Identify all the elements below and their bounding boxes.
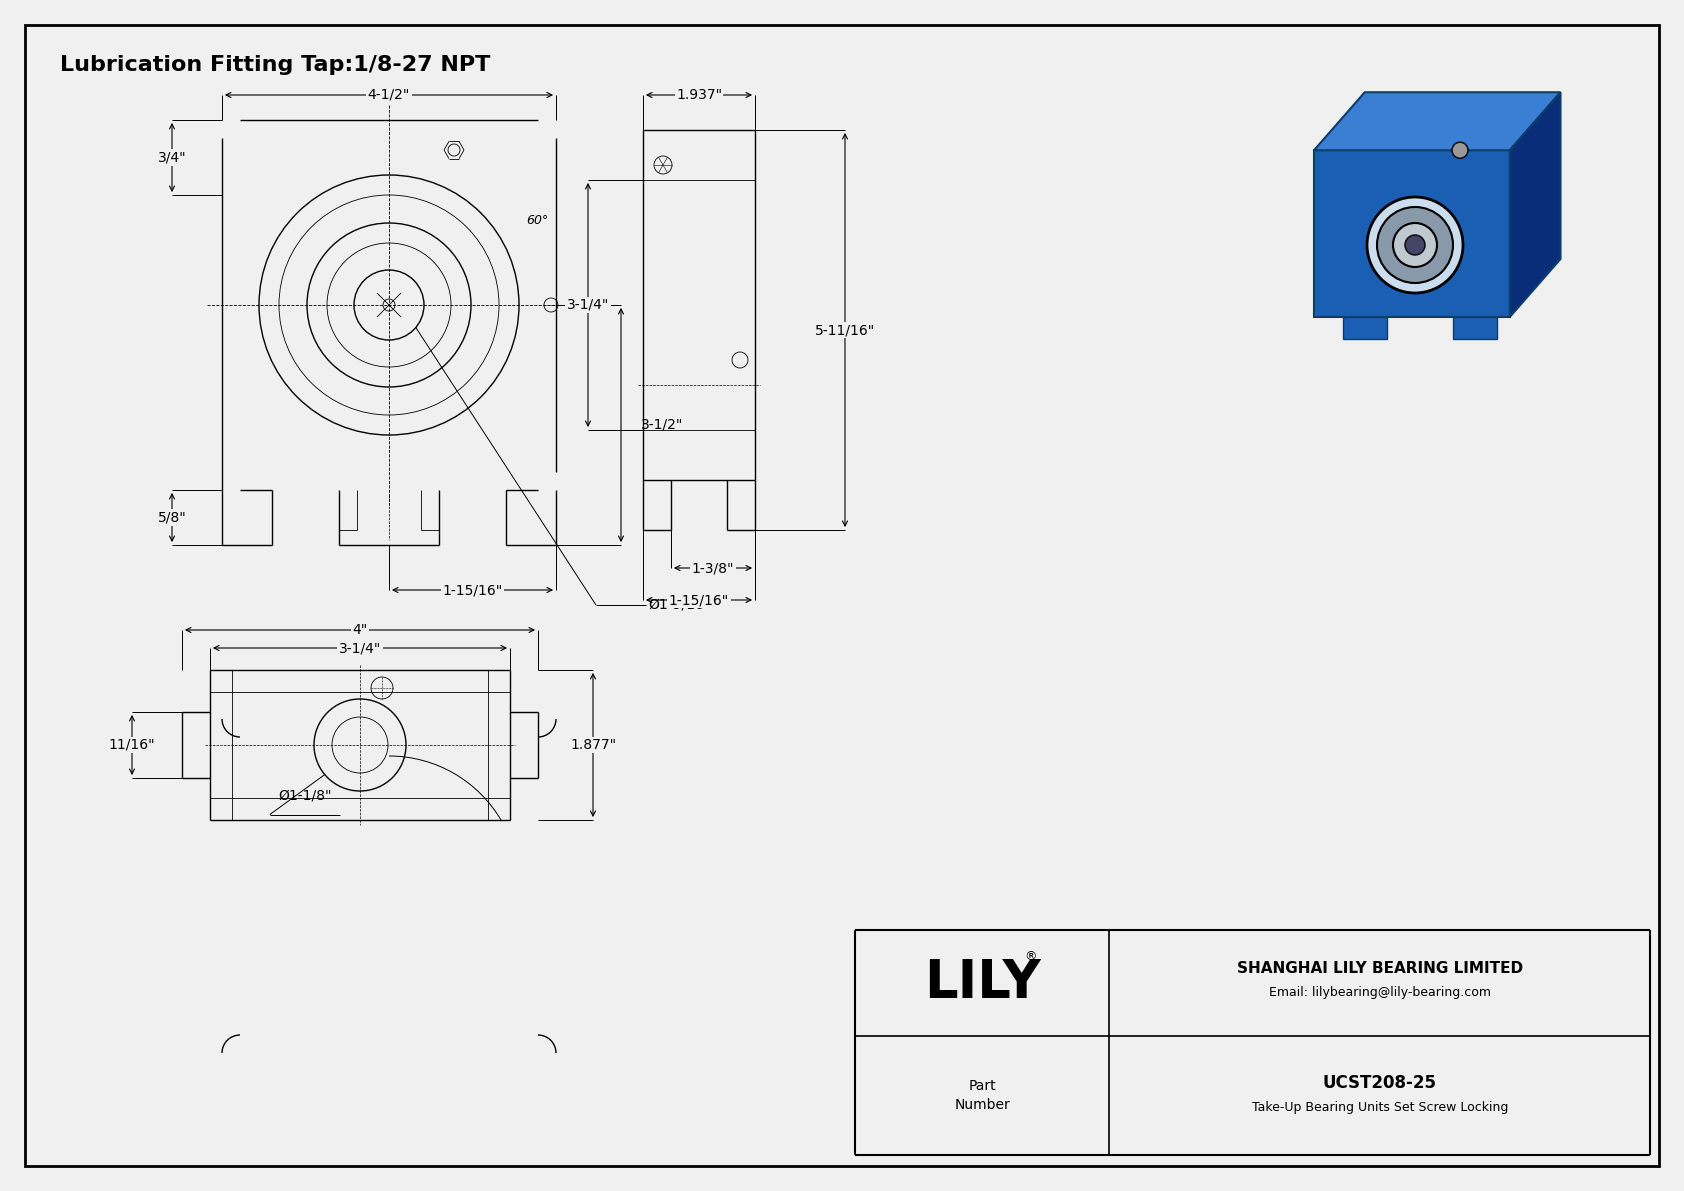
Text: LILY: LILY xyxy=(925,956,1041,1009)
Text: 1-3/8": 1-3/8" xyxy=(692,561,734,575)
Text: 3-1/4": 3-1/4" xyxy=(338,641,381,655)
Polygon shape xyxy=(1453,317,1497,338)
Text: 1-15/16": 1-15/16" xyxy=(669,593,729,607)
Text: 3-1/2": 3-1/2" xyxy=(642,418,684,432)
Text: UCST208-25: UCST208-25 xyxy=(1322,1074,1436,1092)
Text: Ø1-1/8": Ø1-1/8" xyxy=(278,788,332,803)
Polygon shape xyxy=(1344,317,1388,338)
Text: 1-15/16": 1-15/16" xyxy=(443,584,502,597)
Text: 3-1/4": 3-1/4" xyxy=(568,298,610,312)
Text: Part
Number: Part Number xyxy=(955,1079,1010,1112)
Polygon shape xyxy=(1314,150,1511,317)
Text: SHANGHAI LILY BEARING LIMITED: SHANGHAI LILY BEARING LIMITED xyxy=(1236,961,1522,977)
Text: Lubrication Fitting Tap:1/8-27 NPT: Lubrication Fitting Tap:1/8-27 NPT xyxy=(61,55,490,75)
Text: 3/4": 3/4" xyxy=(158,150,187,164)
Circle shape xyxy=(1367,197,1463,293)
Text: 5/8": 5/8" xyxy=(158,511,187,524)
Text: 11/16": 11/16" xyxy=(109,738,155,752)
Circle shape xyxy=(1452,142,1468,158)
Circle shape xyxy=(1404,235,1425,255)
Circle shape xyxy=(1393,223,1436,267)
Text: Email: lilybearing@lily-bearing.com: Email: lilybearing@lily-bearing.com xyxy=(1268,986,1490,999)
Text: 4": 4" xyxy=(352,623,367,637)
Text: 5-11/16": 5-11/16" xyxy=(815,323,876,337)
Circle shape xyxy=(1378,207,1453,283)
Text: Ø1-9/16": Ø1-9/16" xyxy=(648,598,711,612)
Polygon shape xyxy=(1314,92,1561,150)
Text: 4-1/2": 4-1/2" xyxy=(367,88,411,102)
Text: 60°: 60° xyxy=(525,213,547,226)
Text: Take-Up Bearing Units Set Screw Locking: Take-Up Bearing Units Set Screw Locking xyxy=(1251,1100,1507,1114)
Text: ®: ® xyxy=(1024,950,1037,962)
Text: 1.877": 1.877" xyxy=(569,738,616,752)
Polygon shape xyxy=(1511,92,1561,317)
Text: 1.937": 1.937" xyxy=(675,88,722,102)
